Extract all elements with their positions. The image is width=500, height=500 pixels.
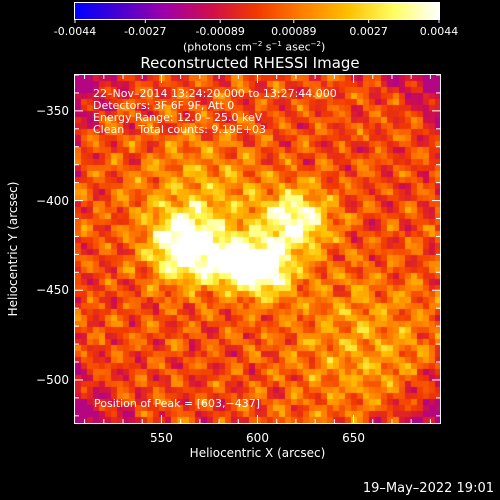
observation-info: 22–Nov–2014 13:24:20.000 to 13:27:44.000… — [93, 88, 337, 136]
time-range-text: 22–Nov–2014 13:24:20.000 to 13:27:44.000 — [93, 87, 337, 100]
x-tick-label: 550 — [149, 431, 173, 445]
colorbar-unit-label: (photons cm−2 s−1 asec−2) — [183, 40, 326, 54]
footer-timestamp: 19–May–2022 19:01 — [362, 481, 494, 496]
colorbar-tick-label: 0.0027 — [349, 25, 388, 38]
colorbar-axis — [74, 19, 440, 23]
y-tick-label: −500 — [36, 372, 69, 387]
colorbar-tick-label: -0.00089 — [195, 25, 245, 38]
colorbar — [74, 2, 440, 20]
colorbar-tick-label: -0.0027 — [124, 25, 167, 38]
colorbar-tick-label: 0.0044 — [419, 25, 459, 38]
y-tick-label: −400 — [36, 193, 69, 208]
detectors-text: Detectors: 3F 6F 9F, Att 0 — [93, 99, 235, 112]
x-tick-label: 650 — [342, 431, 365, 445]
chart-title: Reconstructed RHESSI Image — [140, 54, 360, 72]
peak-position-text: Position of Peak = [603,−437] — [94, 397, 261, 410]
energy-range-text: Energy Range: 12.0 – 25.0 keV — [93, 111, 263, 124]
y-tick-label: −350 — [36, 103, 69, 118]
x-tick-label: 600 — [246, 431, 269, 445]
x-axis-title: Heliocentric X (arcsec) — [189, 446, 326, 460]
clean-counts-text: Clean Total counts: 9.19E+03 — [93, 123, 267, 136]
colorbar-tick-label: 0.00089 — [271, 25, 317, 38]
colorbar-tick-label: -0.0044 — [53, 25, 97, 38]
y-tick-label: −450 — [36, 283, 69, 298]
y-axis-title: Heliocentric Y (arcsec) — [6, 181, 20, 317]
plot-area: 22–Nov–2014 13:24:20.000 to 13:27:44.000… — [74, 74, 441, 424]
heatmap-image — [75, 75, 440, 423]
